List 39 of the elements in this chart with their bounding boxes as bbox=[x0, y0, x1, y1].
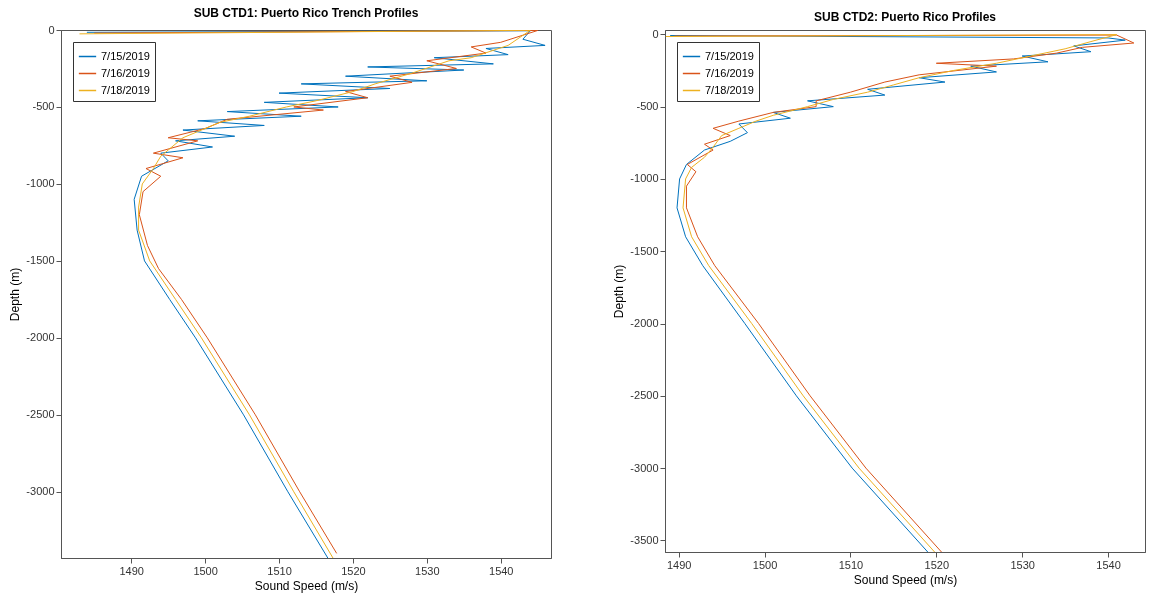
y-tick-label: -2000 bbox=[26, 331, 55, 344]
y-axis-title: Depth (m) bbox=[612, 264, 627, 319]
x-tick-label: 1500 bbox=[752, 558, 778, 571]
legend-label: 7/18/2019 bbox=[705, 83, 754, 96]
y-tick-label: -3000 bbox=[630, 461, 659, 474]
y-tick-label: 0 bbox=[48, 23, 55, 36]
x-tick-label: 1530 bbox=[1010, 558, 1035, 571]
x-tick-label: 1510 bbox=[838, 558, 864, 571]
y-tick-label: -500 bbox=[32, 100, 55, 113]
y-axis-title: Depth (m) bbox=[8, 267, 23, 322]
y-tick-label: -2500 bbox=[630, 389, 659, 402]
y-tick-label: -2000 bbox=[630, 317, 659, 330]
legend-label: 7/18/2019 bbox=[101, 83, 150, 96]
x-axis-title: Sound Speed (m/s) bbox=[853, 572, 958, 587]
x-tick-label: 1530 bbox=[415, 564, 440, 577]
x-tick-label: 1490 bbox=[119, 564, 144, 577]
y-tick-label: -1500 bbox=[26, 254, 55, 267]
x-tick-label: 1510 bbox=[267, 564, 292, 577]
x-tick-label: 1520 bbox=[924, 558, 950, 571]
y-tick-label: -500 bbox=[636, 100, 659, 113]
x-tick-label: 1540 bbox=[1096, 558, 1121, 571]
y-tick-label: -3500 bbox=[630, 533, 659, 546]
legend-label: 7/15/2019 bbox=[705, 49, 754, 62]
chart-title: SUB CTD1: Puerto Rico Trench Profiles bbox=[193, 6, 419, 20]
y-tick-label: -1000 bbox=[26, 177, 55, 190]
y-tick-label: -3000 bbox=[26, 485, 55, 498]
legend-label: 7/15/2019 bbox=[101, 49, 150, 62]
x-tick-label: 1490 bbox=[667, 558, 692, 571]
y-tick-label: -1500 bbox=[630, 244, 659, 257]
chart-title: SUB CTD2: Puerto Rico Profiles bbox=[813, 10, 997, 25]
y-tick-label: -1000 bbox=[630, 172, 659, 185]
y-tick-label: 0 bbox=[652, 27, 659, 40]
x-tick-label: 1500 bbox=[193, 564, 218, 577]
x-tick-label: 1520 bbox=[341, 564, 366, 577]
x-tick-label: 1540 bbox=[489, 564, 514, 577]
x-axis-title: Sound Speed (m/s) bbox=[254, 578, 359, 593]
legend-label: 7/16/2019 bbox=[705, 66, 754, 79]
y-tick-label: -2500 bbox=[26, 408, 55, 421]
legend-label: 7/16/2019 bbox=[101, 66, 150, 79]
